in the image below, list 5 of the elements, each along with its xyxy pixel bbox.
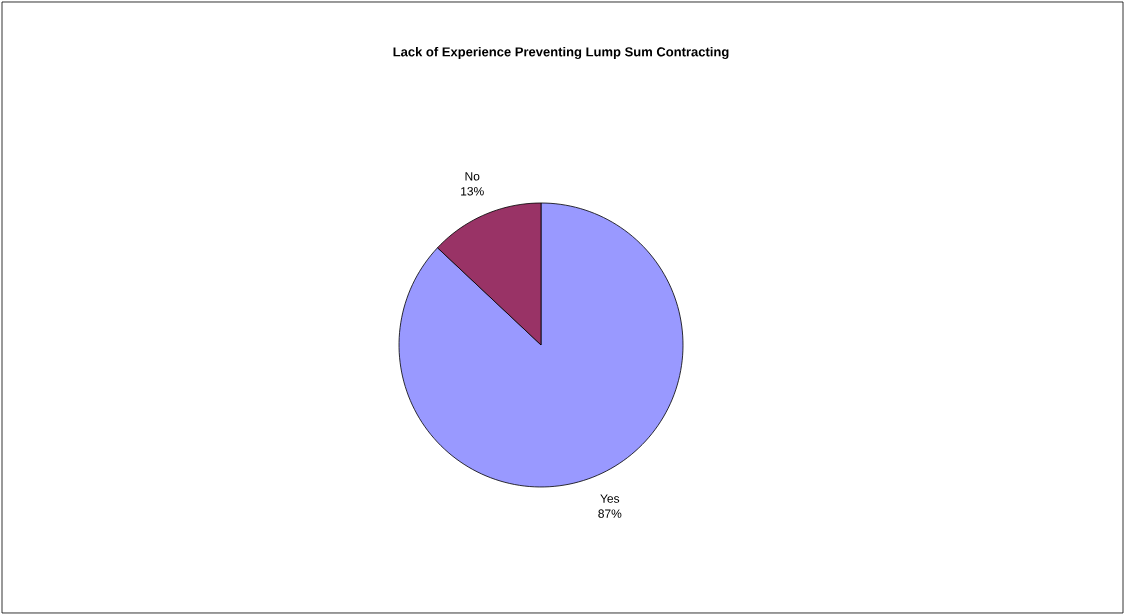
data-label: 13%: [461, 187, 484, 196]
chart-title: Lack of Experience Preventing Lump Sum Contracting: [393, 46, 729, 60]
slice-label: Yes: [600, 494, 620, 503]
slice-label: No: [465, 172, 480, 181]
data-label: 87%: [598, 509, 622, 518]
